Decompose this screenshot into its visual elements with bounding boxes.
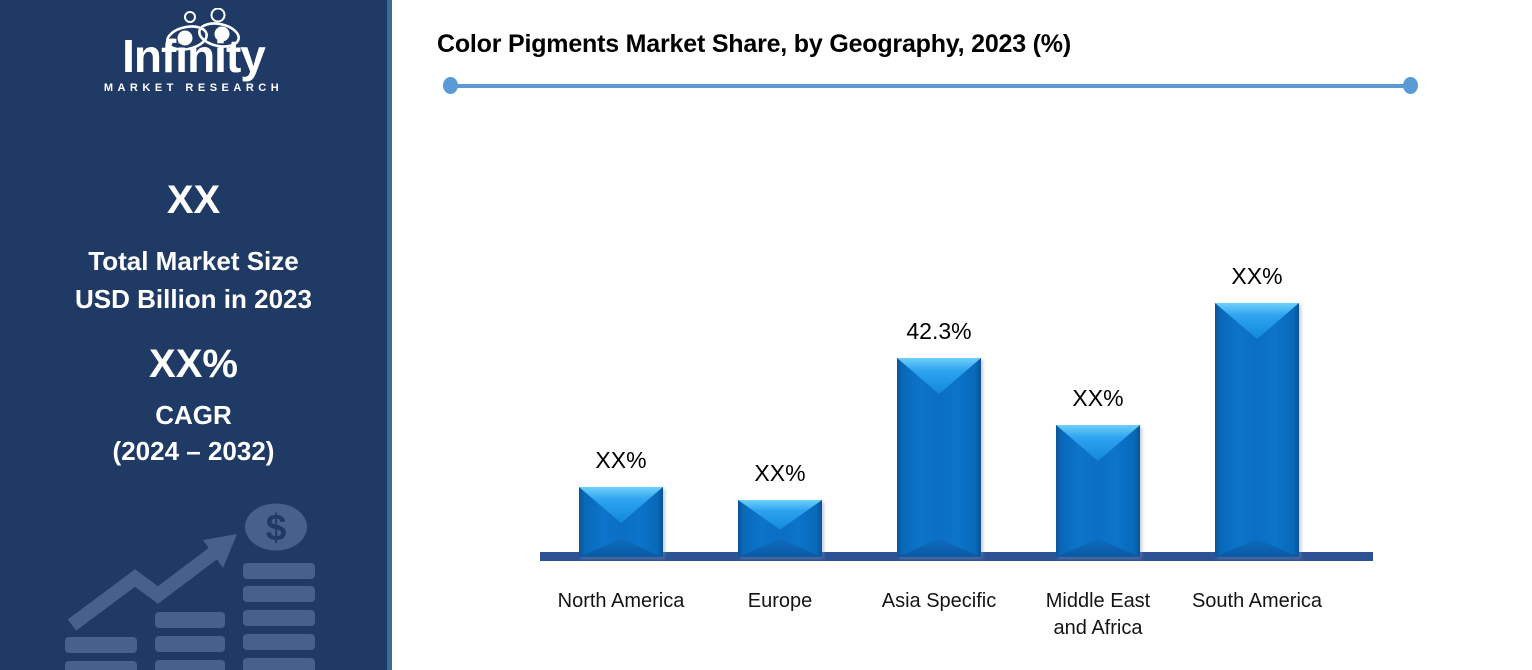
value-label-europe: XX%	[754, 460, 806, 486]
dollar-coin-icon: $	[245, 503, 307, 551]
bar-asia-specific	[897, 358, 981, 557]
category-label-middle-east-and-africa: Middle East and Africa	[1045, 590, 1151, 639]
market-size-label-1: Total Market Size	[88, 246, 299, 276]
bar-north-america	[579, 487, 663, 557]
category-label-asia-specific: Asia Specific	[881, 590, 997, 612]
value-label-asia-specific: 42.3%	[906, 318, 972, 344]
category-label-north-america: North America	[557, 590, 685, 612]
market-size-value: XX	[166, 178, 221, 222]
bar-stack-icon	[65, 563, 315, 670]
bar-europe	[738, 500, 822, 557]
growth-chart-dollar-icon: $	[65, 503, 315, 670]
cagr-label: CAGR	[155, 400, 232, 430]
value-label-south-america: XX%	[1231, 263, 1283, 289]
svg-text:$: $	[266, 507, 287, 548]
brand-name: Infinity	[122, 30, 266, 82]
title-underline	[450, 84, 1411, 88]
category-label-south-america: South America	[1191, 590, 1323, 612]
underline-right-dot-icon	[1403, 77, 1418, 94]
value-label-middle-east-and-africa: XX%	[1072, 385, 1124, 411]
infinity-people-icon	[166, 8, 240, 51]
cagr-period: (2024 – 2032)	[112, 436, 275, 466]
brand-tagline: MARKET RESEARCH	[103, 82, 284, 94]
category-label-europe: Europe	[747, 590, 813, 612]
bar-south-america	[1215, 303, 1299, 557]
growth-arrow-icon	[67, 534, 237, 631]
value-label-north-america: XX%	[595, 447, 647, 473]
market-size-label-2: USD Billion in 2023	[75, 284, 312, 314]
underline-left-dot-icon	[443, 77, 458, 94]
sidebar: Infinity MARKET RESEARCH XX Total Market…	[0, 0, 392, 670]
chart-title: Color Pigments Market Share, by Geograph…	[437, 30, 1071, 58]
bar-middle-east-and-africa	[1056, 425, 1140, 557]
cagr-value: XX%	[149, 342, 238, 386]
